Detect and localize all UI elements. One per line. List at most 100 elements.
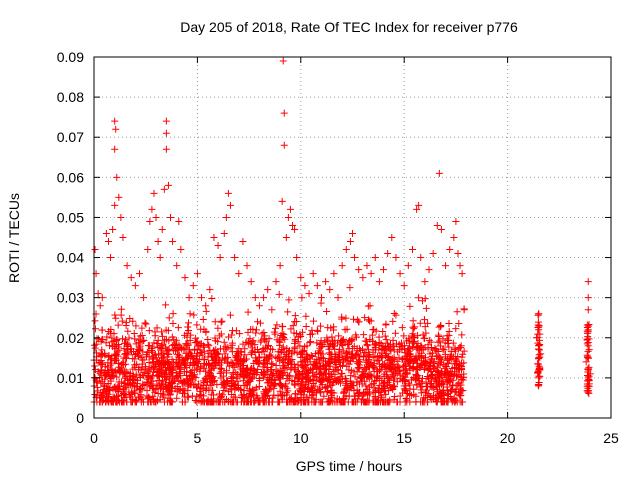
data-point	[289, 221, 297, 229]
data-point	[158, 362, 166, 370]
data-point	[274, 398, 282, 406]
data-point	[170, 376, 178, 384]
data-point	[214, 398, 222, 406]
data-point	[236, 355, 244, 363]
data-point	[178, 389, 186, 397]
data-point	[375, 278, 383, 286]
data-point	[197, 391, 205, 399]
data-point	[239, 238, 247, 246]
data-point	[234, 360, 242, 368]
data-point	[111, 201, 119, 209]
data-point	[456, 362, 464, 370]
data-point	[417, 383, 425, 391]
data-point	[265, 398, 273, 406]
data-point	[305, 290, 313, 298]
data-point	[249, 374, 257, 382]
data-point	[160, 337, 168, 345]
data-point	[358, 392, 366, 400]
data-point	[429, 250, 437, 258]
data-point	[434, 360, 442, 368]
data-point	[298, 294, 306, 302]
data-point	[230, 381, 238, 389]
data-point	[97, 352, 105, 360]
data-point	[226, 311, 234, 319]
data-point	[458, 270, 466, 278]
data-point	[319, 350, 327, 358]
data-point	[242, 372, 250, 380]
data-point	[345, 345, 353, 353]
data-point	[117, 305, 125, 313]
data-point	[272, 361, 280, 369]
data-point	[101, 372, 109, 380]
data-point	[280, 141, 288, 149]
data-point	[175, 346, 183, 354]
data-point	[417, 386, 425, 394]
data-point	[218, 317, 226, 325]
data-point	[98, 336, 106, 344]
data-point	[313, 365, 321, 373]
data-point	[151, 332, 159, 340]
data-point	[279, 392, 287, 400]
data-point	[439, 386, 447, 394]
data-point	[156, 373, 164, 381]
data-point	[264, 286, 272, 294]
data-point	[313, 339, 321, 347]
data-point	[423, 358, 431, 366]
data-point	[584, 382, 592, 390]
data-point	[535, 365, 543, 373]
data-point	[164, 350, 172, 358]
data-point	[360, 349, 368, 357]
data-point	[132, 370, 140, 378]
data-point	[102, 229, 110, 237]
data-point	[350, 315, 358, 323]
data-point	[392, 311, 400, 319]
data-point	[183, 364, 191, 372]
data-point	[323, 308, 331, 316]
data-point	[103, 383, 111, 391]
data-point	[91, 341, 99, 349]
data-point	[416, 319, 424, 327]
data-point	[535, 366, 543, 374]
data-point	[320, 355, 328, 363]
data-point	[305, 377, 313, 385]
data-point	[225, 397, 233, 405]
data-point	[256, 359, 264, 367]
data-point	[133, 380, 141, 388]
data-point	[425, 266, 433, 274]
data-point	[400, 332, 408, 340]
data-point	[270, 328, 278, 336]
data-point	[187, 331, 195, 339]
data-point	[241, 345, 249, 353]
data-point	[393, 357, 401, 365]
data-point	[345, 360, 353, 368]
data-point	[216, 254, 224, 262]
data-point	[252, 329, 260, 337]
data-point	[336, 379, 344, 387]
data-point	[311, 361, 319, 369]
data-point	[105, 351, 113, 359]
data-point	[420, 334, 428, 342]
data-point	[421, 278, 429, 286]
data-point	[98, 377, 106, 385]
data-point	[297, 389, 305, 397]
data-point	[535, 346, 543, 354]
data-point	[384, 374, 392, 382]
data-point	[231, 254, 239, 262]
data-point	[373, 374, 381, 382]
data-point	[355, 353, 363, 361]
data-point	[436, 353, 444, 361]
data-point	[312, 373, 320, 381]
data-point	[136, 332, 144, 340]
data-point	[207, 372, 215, 380]
data-point	[362, 337, 370, 345]
data-point	[435, 323, 443, 331]
data-point	[377, 353, 385, 361]
data-point	[243, 262, 251, 270]
data-point	[284, 387, 292, 395]
data-point	[423, 391, 431, 399]
data-point	[189, 282, 197, 290]
data-point	[216, 332, 224, 340]
data-point	[460, 370, 468, 378]
x-tick-label: 25	[603, 430, 619, 446]
data-point	[250, 370, 258, 378]
